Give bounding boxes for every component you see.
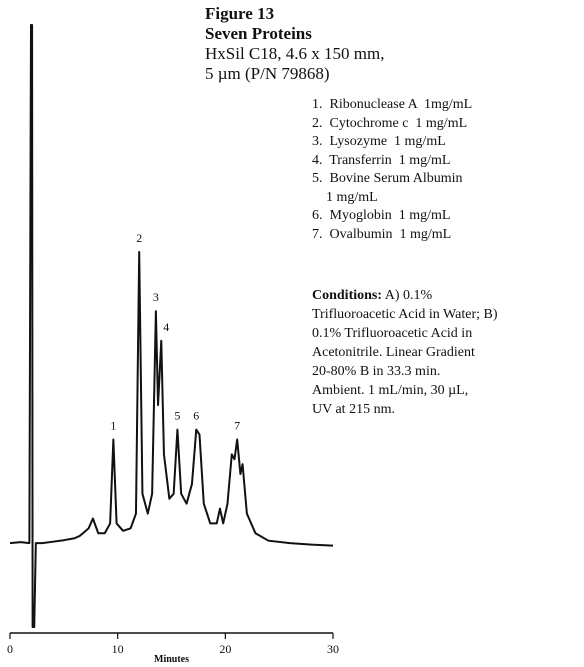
subtitle: 5 µm (P/N 79868) <box>205 64 330 83</box>
peak-label: 2 <box>136 231 142 245</box>
x-tick-label: 0 <box>7 642 13 656</box>
peak-label: 3 <box>153 290 159 304</box>
note: 7. Ovalbumin 1 mg/mL <box>312 226 452 242</box>
trace <box>9 23 334 629</box>
note: 6. Myoglobin 1 mg/mL <box>312 208 451 223</box>
peak-label: 4 <box>163 320 169 334</box>
x-tick-label: 20 <box>219 642 231 656</box>
condition: Trifluoroacetic Acid in Water; B) <box>312 307 498 322</box>
condition: UV at 215 nm. <box>312 402 395 417</box>
subtitle: HxSil C18, 4.6 x 150 mm, <box>205 44 385 63</box>
note: 5. Bovine Serum Albumin <box>312 171 463 186</box>
conditions: Conditions: A) 0.1% Trifluoroacetic Acid… <box>312 286 582 419</box>
note: 3. Lysozyme 1 mg/mL <box>312 134 446 149</box>
note: 4. Transferrin 1 mg/mL <box>312 152 451 168</box>
peak-list: 1. Ribonuclease A 1mg/mL 2. Cytochrome c … <box>312 96 472 244</box>
chart-title: Figure 13 <box>205 4 275 23</box>
condition: 20-80% B in 33.3 min. <box>312 364 441 379</box>
note: 1 mg/mL <box>312 189 378 205</box>
peak-label: 7 <box>234 419 240 433</box>
peak-label: 5 <box>174 409 180 423</box>
condition: 0.1% Trifluoroacetic Acid in <box>312 326 473 341</box>
condition: A) 0.1% <box>382 288 433 303</box>
peak-label: 6 <box>193 409 199 423</box>
subtitle: Seven Proteins <box>205 24 312 43</box>
note: 2. Cytochrome c 1 mg/mL <box>312 115 468 131</box>
note: 1. Ribonuclease A 1mg/mL <box>312 97 473 112</box>
x-axis-label: Minutes <box>154 654 189 665</box>
x-tick-label: 30 <box>327 642 339 656</box>
x-tick-label: 10 <box>112 642 124 656</box>
condition: Acetonitrile. Linear Gradient <box>312 345 475 360</box>
title-block: Figure 13 Seven Proteins HxSil C18, 4.6 x… <box>205 4 384 84</box>
conditions-label: Conditions: <box>312 288 383 303</box>
peak-label: 1 <box>110 419 116 433</box>
condition: Ambient. 1 mL/min, 30 µL, <box>312 383 469 398</box>
